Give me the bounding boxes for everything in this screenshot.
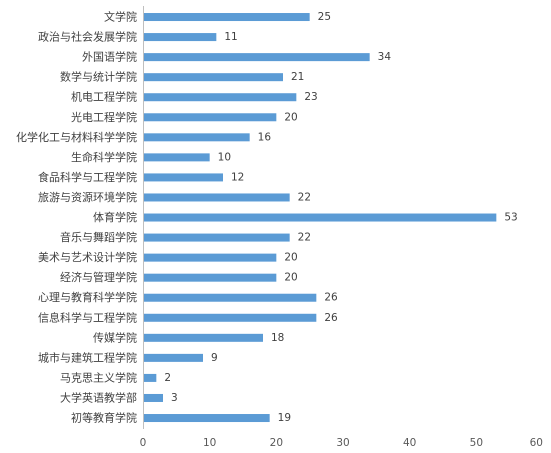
value-label: 2 — [164, 372, 171, 384]
bar — [144, 113, 277, 122]
bar — [144, 333, 263, 342]
value-label: 3 — [171, 392, 178, 404]
x-tick-label: 20 — [270, 437, 283, 449]
category-label: 传媒学院 — [93, 330, 137, 344]
bar — [144, 93, 297, 102]
x-tick-label: 60 — [530, 437, 543, 449]
category-label: 信息科学与工程学院 — [38, 310, 137, 324]
bar — [144, 153, 210, 162]
value-label: 20 — [284, 272, 297, 284]
bar — [144, 213, 497, 222]
category-label: 文学院 — [104, 10, 137, 24]
x-tick-label: 40 — [403, 437, 416, 449]
value-label: 18 — [271, 332, 284, 344]
category-label: 心理与教育科学学院 — [38, 290, 137, 304]
category-label: 政治与社会发展学院 — [38, 30, 137, 44]
category-label: 机电工程学院 — [71, 90, 137, 104]
value-label: 53 — [504, 212, 517, 224]
value-label: 21 — [291, 71, 304, 83]
value-label: 26 — [324, 312, 338, 324]
value-label: 23 — [304, 91, 317, 103]
value-label: 34 — [378, 51, 392, 63]
bars — [144, 13, 497, 423]
value-label: 11 — [224, 31, 237, 43]
value-label: 9 — [211, 352, 218, 364]
category-label: 外国语学院 — [82, 50, 137, 64]
value-label: 10 — [218, 151, 231, 163]
category-labels: 文学院政治与社会发展学院外国语学院数学与统计学院机电工程学院光电工程学院化学化工… — [16, 10, 137, 425]
bar — [144, 13, 310, 22]
value-label: 20 — [284, 111, 297, 123]
value-label: 12 — [231, 171, 244, 183]
bar — [144, 53, 370, 62]
category-label: 经济与管理学院 — [60, 270, 137, 284]
value-label: 25 — [318, 11, 331, 23]
category-label: 数学与统计学院 — [60, 70, 137, 84]
bar — [144, 373, 157, 382]
category-label: 初等教育学院 — [71, 411, 137, 425]
category-label: 城市与建筑工程学院 — [38, 350, 137, 364]
value-label: 16 — [258, 131, 272, 143]
value-label: 26 — [324, 292, 338, 304]
category-label: 生命科学学院 — [71, 150, 137, 164]
category-label: 光电工程学院 — [71, 110, 137, 124]
bar — [144, 193, 290, 202]
bar — [144, 133, 250, 142]
x-tick-label: 30 — [336, 437, 349, 449]
x-tick-label: 10 — [203, 437, 216, 449]
x-axis-ticks: 0 10 20 30 40 50 60 — [140, 437, 543, 449]
bar — [144, 414, 270, 423]
bar — [144, 293, 317, 302]
bar — [144, 73, 283, 82]
category-label: 大学英语教学部 — [60, 390, 137, 404]
bar — [144, 33, 217, 42]
category-label: 旅游与资源环境学院 — [38, 190, 137, 204]
bar — [144, 233, 290, 242]
bar — [144, 353, 203, 362]
value-label: 20 — [284, 252, 297, 264]
category-label: 体育学院 — [93, 210, 137, 224]
category-label: 化学化工与材料科学学院 — [16, 130, 137, 144]
value-label: 19 — [278, 412, 291, 424]
value-label: 22 — [298, 232, 311, 244]
category-label: 音乐与舞蹈学院 — [60, 230, 137, 244]
bar — [144, 253, 277, 262]
bar — [144, 393, 163, 402]
category-label: 马克思主义学院 — [60, 370, 137, 384]
bar — [144, 173, 223, 182]
category-label: 美术与艺术设计学院 — [38, 250, 137, 264]
bar — [144, 273, 277, 282]
x-tick-label: 0 — [140, 437, 147, 449]
category-label: 食品科学与工程学院 — [38, 170, 137, 184]
bar — [144, 313, 317, 322]
x-tick-label: 50 — [470, 437, 483, 449]
value-label: 22 — [298, 191, 311, 203]
